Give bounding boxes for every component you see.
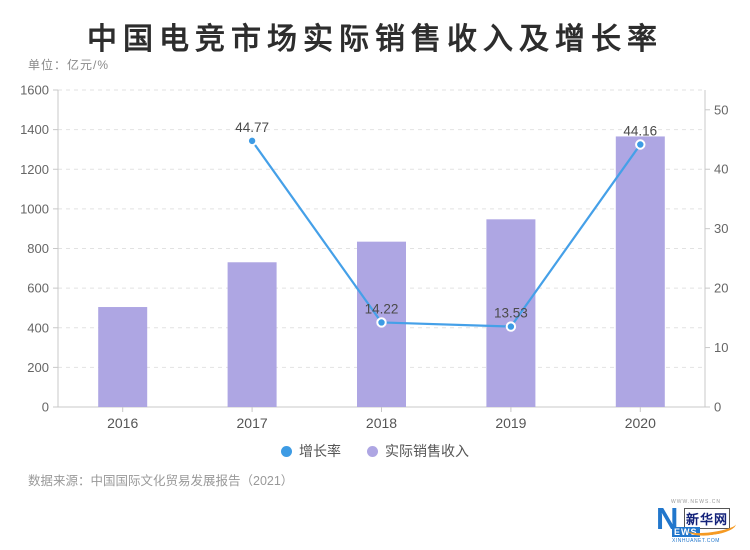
- left-axis-tick-label: 1200: [20, 162, 49, 177]
- logo-n-letter: N: [656, 501, 679, 536]
- right-axis-tick-label: 40: [714, 162, 728, 177]
- revenue-bar: [227, 262, 277, 407]
- left-axis-tick-label: 1600: [20, 83, 49, 98]
- right-axis-tick-label: 0: [714, 400, 721, 415]
- legend-label-growth-rate: 增长率: [299, 443, 341, 459]
- revenue-bar: [98, 307, 148, 407]
- logo-mark: N 新华网 EWS: [648, 501, 744, 539]
- growth-rate-point: [376, 317, 387, 328]
- x-axis-category-label: 2016: [107, 415, 138, 431]
- logo-chinese-name: 新华网: [684, 508, 731, 529]
- growth-rate-point: [505, 321, 517, 332]
- right-axis-tick-label: 50: [714, 102, 728, 117]
- left-axis-tick-label: 0: [42, 400, 49, 415]
- left-axis-tick-label: 400: [27, 320, 49, 335]
- revenue-bar: [615, 136, 665, 408]
- growth-rate-data-label: 14.22: [365, 301, 399, 316]
- right-axis-tick-label: 30: [714, 221, 728, 236]
- logo-url-text: WWW.NEWS.CN: [671, 499, 721, 505]
- right-axis-tick-label: 10: [714, 340, 728, 355]
- chart-legend: 增长率 实际销售收入: [0, 441, 750, 461]
- x-axis-category-label: 2018: [366, 415, 397, 431]
- left-axis-tick-label: 1000: [20, 201, 49, 216]
- legend-item-growth-rate[interactable]: 增长率: [281, 441, 341, 461]
- revenue-bar: [486, 219, 536, 407]
- growth-rate-data-label: 44.16: [623, 124, 657, 139]
- unit-label: 单位：亿元/%: [28, 58, 110, 72]
- data-source-note: 数据来源：中国国际文化贸易发展报告（2021）: [28, 474, 294, 488]
- x-axis-category-label: 2020: [625, 415, 656, 431]
- left-axis-tick-label: 600: [27, 281, 49, 296]
- legend-label-sales-revenue: 实际销售收入: [385, 443, 469, 459]
- left-axis-tick-label: 800: [27, 241, 49, 256]
- x-axis-category-label: 2019: [495, 415, 526, 431]
- left-axis-tick-label: 200: [27, 360, 49, 375]
- growth-rate-data-label: 13.53: [494, 306, 528, 321]
- growth-rate-point: [246, 135, 258, 147]
- xinhuanet-logo: WWW.NEWS.CN N 新华网 EWS XINHUANET.COM: [648, 499, 744, 544]
- logo-ews-letters: EWS: [672, 527, 700, 537]
- legend-dot-growth-rate: [281, 445, 292, 457]
- chart-title: 中国电竞市场实际销售收入及增长率: [87, 23, 663, 56]
- legend-dot-sales-revenue: [367, 445, 378, 457]
- legend-item-sales-revenue[interactable]: 实际销售收入: [367, 441, 469, 461]
- x-axis-category-label: 2017: [237, 415, 268, 431]
- left-axis-tick-label: 1400: [20, 122, 49, 137]
- growth-rate-line: [251, 140, 642, 328]
- right-axis-tick-label: 20: [714, 281, 728, 296]
- growth-rate-data-label: 44.77: [235, 120, 269, 135]
- logo-domain-text: XINHUANET.COM: [672, 538, 720, 544]
- growth-rate-point: [635, 139, 646, 150]
